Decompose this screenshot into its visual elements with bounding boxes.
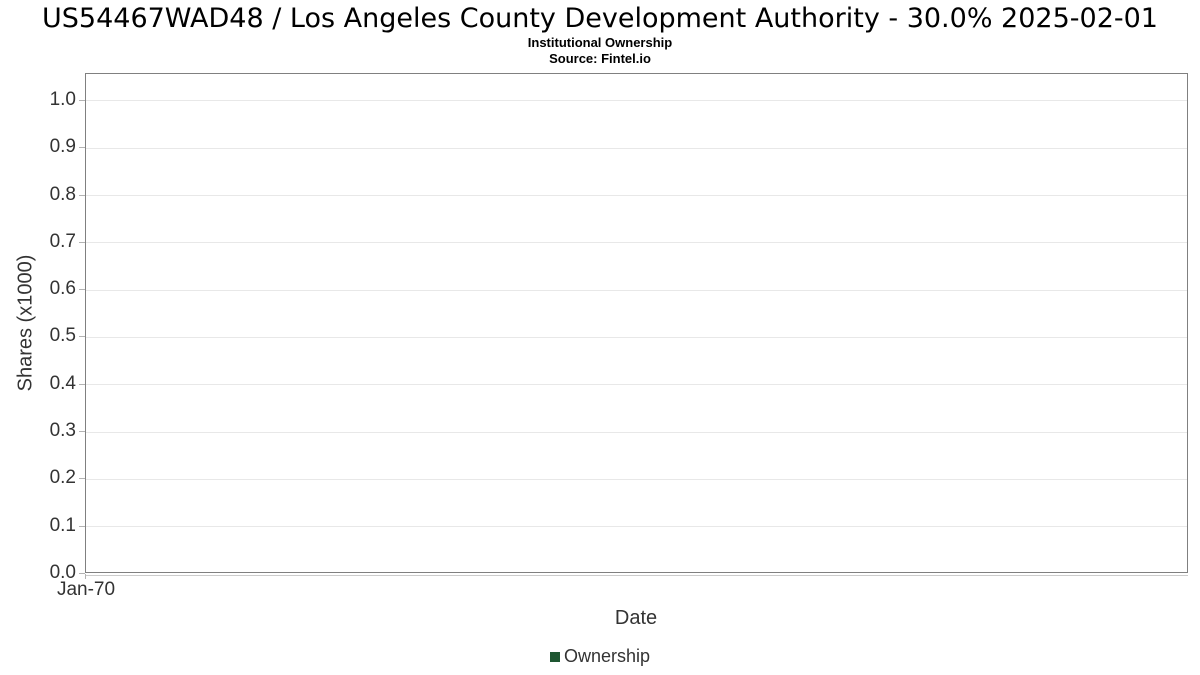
y-tick-mark (79, 383, 85, 385)
plot-area (85, 73, 1188, 573)
y-tick-mark (79, 336, 85, 338)
y-tick-mark (79, 99, 85, 101)
y-tick-label: 0.2 (49, 467, 76, 489)
y-tick-label: 0.5 (49, 325, 76, 347)
chart-source-label: Source: Fintel.io (549, 51, 651, 66)
gridline (86, 526, 1187, 528)
y-tick-mark (79, 431, 85, 433)
y-tick-label: 1.0 (49, 88, 76, 110)
gridline (86, 478, 1187, 480)
y-tick-label: 0.9 (49, 136, 76, 158)
gridline (86, 195, 1187, 197)
legend: Ownership (0, 646, 1200, 667)
y-tick-mark (79, 194, 85, 196)
y-tick-mark (79, 147, 85, 149)
legend-label-ownership: Ownership (563, 646, 651, 666)
y-tick-mark (79, 289, 85, 291)
y-tick-label: 0.6 (49, 278, 76, 300)
y-tick-mark (79, 241, 85, 243)
y-tick-mark (79, 573, 85, 574)
gridline (86, 147, 1187, 149)
y-tick-label: 0.7 (49, 230, 76, 252)
chart-subtitle: Institutional Ownership (527, 35, 673, 50)
legend-marker-ownership (549, 651, 560, 662)
gridline (86, 384, 1187, 386)
x-tick-label: Jan-70 (56, 579, 116, 600)
gridline (86, 431, 1187, 433)
gridline (86, 336, 1187, 338)
gridline (86, 289, 1187, 291)
x-axis-title: Date (614, 607, 658, 629)
y-tick-label: 0.8 (49, 183, 76, 205)
y-tick-label: 0.4 (49, 372, 76, 394)
y-tick-mark (79, 478, 85, 480)
y-tick-mark (79, 525, 85, 527)
gridline (86, 242, 1187, 244)
x-axis-line (86, 575, 1188, 576)
x-tick-mark (85, 574, 86, 579)
gridline (86, 100, 1187, 102)
chart-title: US54467WAD48 / Los Angeles County Develo… (42, 3, 1158, 34)
y-tick-label: 0.3 (49, 420, 76, 442)
y-tick-label: 0.0 (49, 562, 76, 583)
y-tick-label: 0.1 (49, 514, 76, 536)
